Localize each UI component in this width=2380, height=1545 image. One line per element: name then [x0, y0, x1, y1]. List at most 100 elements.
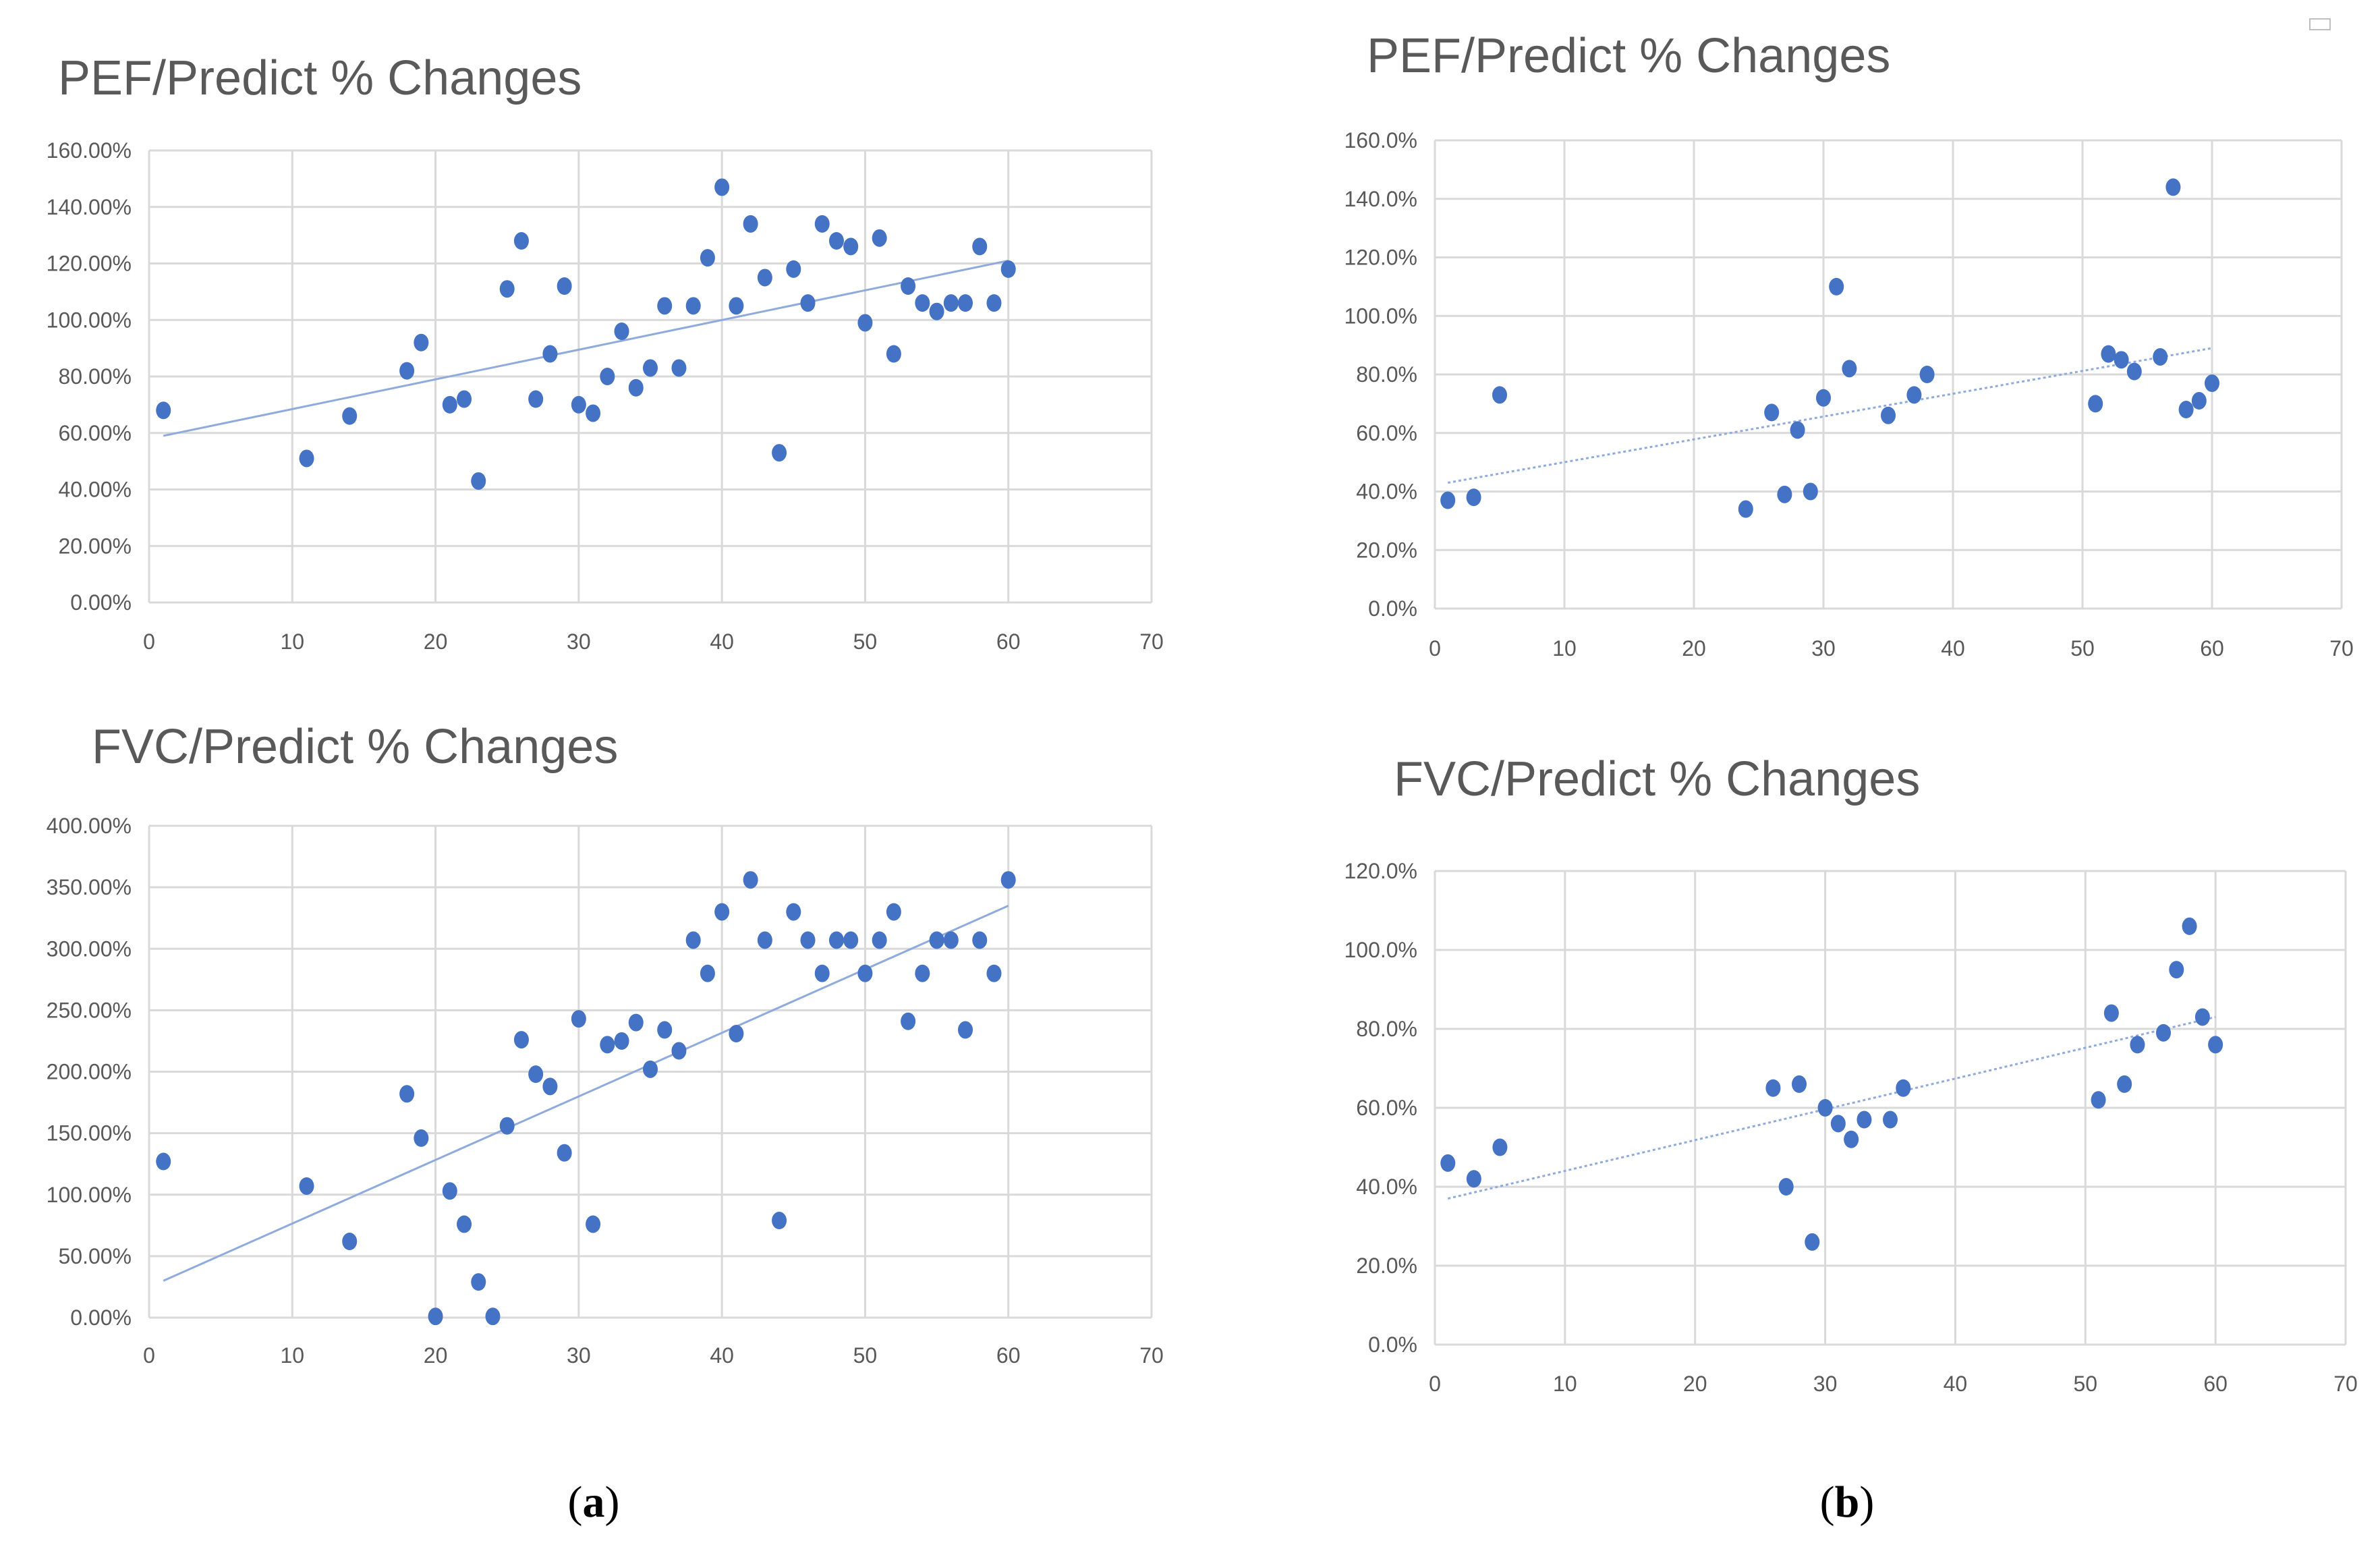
- data-point: [1466, 488, 1481, 507]
- chart-title: PEF/Predict % Changes: [58, 51, 582, 105]
- y-tick-label: 40.0%: [1356, 1175, 1417, 1199]
- data-point: [1857, 1111, 1872, 1129]
- data-point: [399, 1085, 415, 1103]
- y-tick-label: 140.0%: [1344, 187, 1417, 211]
- x-tick-label: 70: [1139, 629, 1164, 654]
- data-point: [743, 871, 758, 889]
- x-tick-label: 40: [710, 1343, 734, 1368]
- data-point: [442, 395, 457, 414]
- x-tick-label: 10: [280, 1343, 304, 1368]
- data-point: [557, 277, 572, 295]
- data-point: [886, 345, 901, 363]
- data-point: [1778, 1178, 1794, 1196]
- data-point: [542, 345, 558, 363]
- data-point: [2182, 917, 2197, 935]
- chart-title: FVC/Predict % Changes: [1394, 752, 1920, 806]
- y-tick-label: 50.00%: [58, 1244, 132, 1268]
- data-point: [614, 322, 629, 340]
- x-tick-label: 40: [710, 629, 734, 654]
- data-point: [1817, 1099, 1833, 1117]
- y-tick-label: 120.00%: [47, 252, 132, 276]
- x-tick-label: 60: [996, 629, 1021, 654]
- data-point: [772, 1212, 787, 1230]
- data-point: [457, 390, 472, 408]
- x-tick-label: 10: [1553, 1372, 1577, 1396]
- data-point: [943, 294, 959, 312]
- data-point: [714, 178, 730, 196]
- y-tick-label: 100.00%: [47, 1183, 132, 1207]
- data-point: [2156, 1023, 2171, 1042]
- data-point: [657, 1021, 673, 1039]
- data-point: [586, 1215, 601, 1233]
- chart-title: PEF/Predict % Changes: [1367, 29, 1890, 83]
- data-point: [442, 1182, 457, 1200]
- data-point: [1805, 1233, 1820, 1251]
- panel-label-b: (b): [1820, 1478, 1875, 1527]
- x-tick-label: 10: [280, 629, 304, 654]
- data-point: [700, 249, 715, 267]
- y-tick-label: 0.0%: [1368, 596, 1417, 621]
- x-tick-label: 30: [567, 629, 591, 654]
- data-point: [915, 294, 930, 312]
- data-point: [528, 390, 544, 408]
- data-point: [1440, 491, 1456, 509]
- chart-b-pef: PEF/Predict % Changes 0 10 20 30 40 50 60 70 0.0…: [1344, 29, 2353, 661]
- data-point: [743, 215, 758, 233]
- y-tick-label: 100.0%: [1344, 304, 1417, 328]
- data-point: [857, 314, 873, 332]
- data-point: [657, 297, 673, 315]
- data-point: [1765, 1079, 1781, 1097]
- data-point: [628, 378, 644, 397]
- plot-area: 0 10 20 30 40 50 60 70 0.0% 20.0% 40.0% 60.0% 80.0% 1…: [1344, 128, 2353, 661]
- data-point: [399, 362, 415, 380]
- x-tick-label: 50: [2073, 1372, 2097, 1396]
- x-tick-label: 40: [1944, 1372, 1968, 1396]
- data-point: [1000, 871, 1016, 889]
- data-point: [958, 1021, 973, 1039]
- x-tick-label: 60: [996, 1343, 1021, 1368]
- data-point: [2091, 1091, 2106, 1109]
- plot-area: 0 10 20 30 40 50 60 70 0.00% 20.00% 40.00% 60.00% 80…: [47, 138, 1164, 654]
- data-point: [457, 1215, 472, 1233]
- x-tick-label: 0: [1429, 1372, 1441, 1396]
- data-point: [571, 395, 586, 414]
- data-point: [729, 1025, 744, 1043]
- data-point: [156, 1152, 171, 1171]
- trendline: [1447, 347, 2213, 484]
- x-tick-label: 50: [2070, 636, 2095, 661]
- x-tick-label: 0: [1429, 636, 1441, 661]
- y-tick-label: 20.0%: [1356, 538, 1417, 562]
- y-tick-label: 0.0%: [1368, 1332, 1417, 1357]
- data-point: [600, 1036, 615, 1054]
- data-point: [1919, 366, 1935, 383]
- data-point: [542, 1077, 558, 1096]
- data-point: [414, 333, 429, 352]
- trendline: [163, 259, 1009, 437]
- data-point: [800, 294, 816, 312]
- data-point: [1492, 1138, 1508, 1156]
- data-point: [2205, 374, 2219, 393]
- y-tick-label: 160.00%: [47, 138, 132, 163]
- window-control-icon: [2309, 18, 2331, 30]
- y-tick-label: 80.0%: [1356, 362, 1417, 387]
- data-point: [1738, 500, 1753, 518]
- y-tick-label: 40.00%: [58, 478, 132, 502]
- plot-area: 0 10 20 30 40 50 60 70 0.00% 50.00% 100.00% 150.00%…: [47, 814, 1164, 1368]
- data-point: [814, 964, 830, 982]
- chart-title: FVC/Predict % Changes: [92, 720, 618, 774]
- data-point: [414, 1129, 429, 1147]
- x-tick-label: 20: [424, 1343, 448, 1368]
- y-tick-label: 40.0%: [1356, 480, 1417, 504]
- y-tick-label: 400.00%: [47, 814, 132, 838]
- y-tick-label: 0.00%: [70, 1305, 132, 1330]
- data-point: [1492, 386, 1507, 404]
- data-point: [1829, 277, 1844, 296]
- data-point: [901, 1012, 916, 1030]
- data-point: [586, 404, 601, 422]
- data-point: [729, 297, 744, 315]
- data-point: [2191, 392, 2207, 410]
- data-point: [2208, 1036, 2223, 1054]
- data-point: [972, 931, 988, 949]
- data-point: [1803, 482, 1818, 501]
- data-point: [485, 1308, 501, 1326]
